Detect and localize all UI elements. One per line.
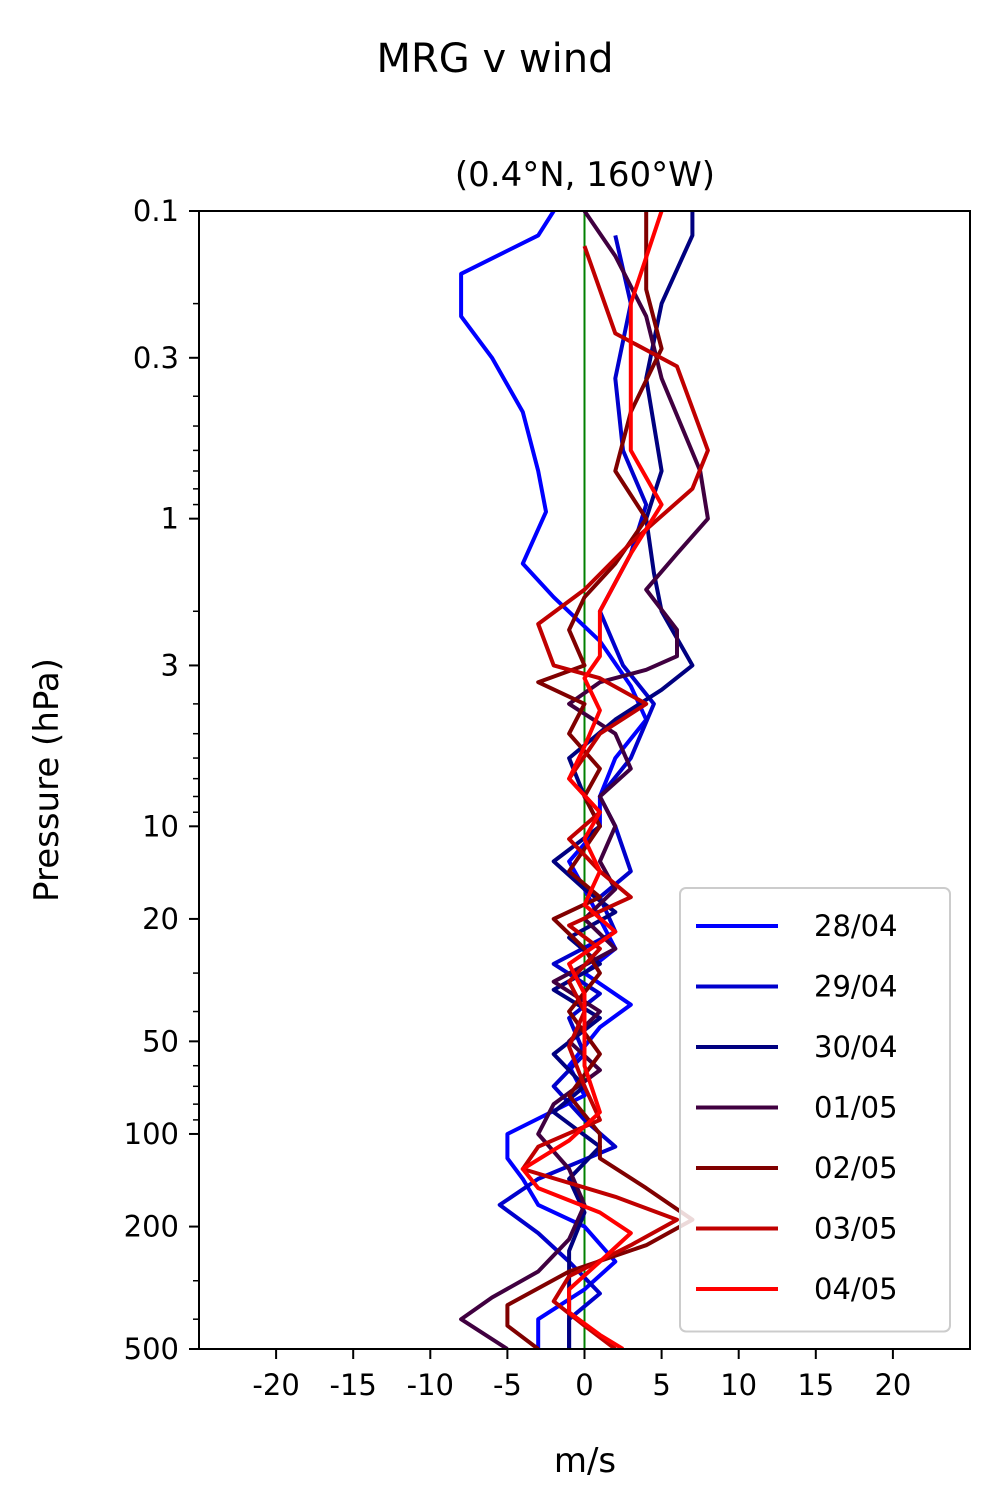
y-tick-label: 200 bbox=[124, 1210, 179, 1244]
y-tick-label: 500 bbox=[124, 1332, 179, 1366]
x-tick-label: -5 bbox=[493, 1368, 522, 1402]
chart-suptitle: MRG v wind bbox=[377, 36, 614, 82]
legend: 28/04 29/04 30/04 01/05 02/05 03/05 04/05 bbox=[679, 887, 951, 1333]
x-tick-label: 20 bbox=[874, 1368, 911, 1402]
y-tick-label: 3 bbox=[161, 648, 179, 682]
x-axis-label: m/s bbox=[554, 1441, 616, 1481]
x-tick-label: 15 bbox=[797, 1368, 834, 1402]
y-tick-label: 0.1 bbox=[133, 194, 179, 228]
y-tick-label: 50 bbox=[142, 1024, 179, 1058]
x-tick-label: -15 bbox=[330, 1368, 377, 1402]
x-tick-label: 5 bbox=[652, 1368, 670, 1402]
y-tick-label: 20 bbox=[142, 902, 179, 936]
y-axis: 0.1 0.3 1 3 10 20 50 100 200 500 bbox=[124, 194, 199, 1366]
y-tick-label: 100 bbox=[124, 1117, 179, 1151]
x-tick-label: 0 bbox=[575, 1368, 593, 1402]
x-tick-label: -10 bbox=[407, 1368, 454, 1402]
series-line-02-05 bbox=[505, 211, 695, 1349]
legend-entry: 03/05 bbox=[814, 1212, 898, 1246]
chart-title: (0.4°N, 160°W) bbox=[455, 155, 715, 195]
y-tick-label: 0.3 bbox=[133, 341, 179, 375]
x-tick-label: 10 bbox=[720, 1368, 757, 1402]
series-line-03-05 bbox=[520, 245, 710, 1349]
legend-entry: 28/04 bbox=[814, 909, 898, 943]
y-tick-label: 10 bbox=[142, 809, 179, 843]
series-line-04-05 bbox=[520, 211, 664, 1349]
legend-box bbox=[679, 887, 951, 1333]
legend-entry: 01/05 bbox=[814, 1091, 898, 1125]
x-tick-label: -20 bbox=[252, 1368, 299, 1402]
legend-entry: 29/04 bbox=[814, 970, 898, 1004]
legend-entry: 02/05 bbox=[814, 1151, 898, 1185]
x-axis: -20 -15 -10 -5 0 5 10 15 20 bbox=[252, 1349, 911, 1402]
y-axis-label: Pressure (hPa) bbox=[27, 658, 67, 902]
y-tick-label: 1 bbox=[161, 502, 179, 536]
series-layer bbox=[459, 211, 710, 1349]
legend-entry: 30/04 bbox=[814, 1030, 898, 1064]
legend-entry: 04/05 bbox=[814, 1272, 898, 1306]
